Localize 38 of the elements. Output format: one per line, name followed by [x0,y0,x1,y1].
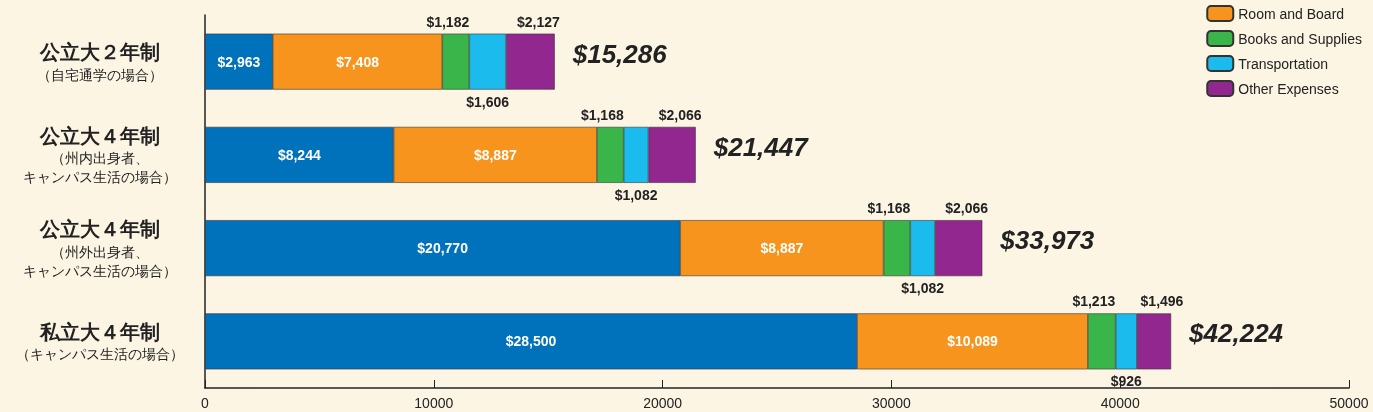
data-label: $1,082 [901,280,945,297]
legend-label: Other Expenses [1238,80,1339,97]
data-label: $1,168 [580,106,624,123]
data-label: $8,887 [473,146,517,163]
x-tick-label: 40000 [1100,395,1140,411]
x-tick-label: 0 [201,395,210,411]
data-label: $8,887 [760,240,804,257]
data-label: $2,066 [658,106,702,123]
data-label: $2,127 [517,13,561,30]
data-label: $1,168 [867,200,911,217]
total-label: $15,286 [571,38,668,69]
data-label: $8,244 [277,146,321,163]
data-label: $2,066 [945,200,989,217]
data-label: $1,182 [426,13,470,30]
data-label: $20,770 [417,240,469,257]
y-tick-label: 公立大４年制（州内出身者、キャンパス生活の場合） [23,123,177,186]
total-label: $21,447 [712,131,810,162]
data-label: $28,500 [505,333,557,350]
legend-label: Transportation [1238,55,1328,72]
data-label: $2,963 [217,53,261,70]
total-label: $33,973 [999,225,1095,256]
total-label: $42,224 [1188,318,1284,349]
y-tick-label: 公立大２年制（自宅通学の場合） [37,40,163,83]
data-label: $7,408 [336,53,380,70]
data-label: $1,082 [614,186,658,203]
data-label: $1,213 [1072,293,1116,310]
y-tick-label: 私立大４年制（キャンパス生活の場合） [16,319,184,363]
y-tick-label: 公立大４年制（州外出身者、キャンパス生活の場合） [23,217,177,279]
x-tick-label: 30000 [871,395,912,411]
data-label: $10,089 [947,333,999,350]
x-tick-label: 20000 [643,395,683,411]
legend-label: Books and Supplies [1238,30,1363,47]
x-tick-label: 10000 [414,395,454,411]
data-label: $1,496 [1140,293,1184,310]
data-label: $1,606 [466,93,510,110]
x-tick-label: 50000 [1329,395,1369,411]
legend-label: Room and Board [1238,5,1345,22]
data-label: $926 [1110,373,1143,390]
